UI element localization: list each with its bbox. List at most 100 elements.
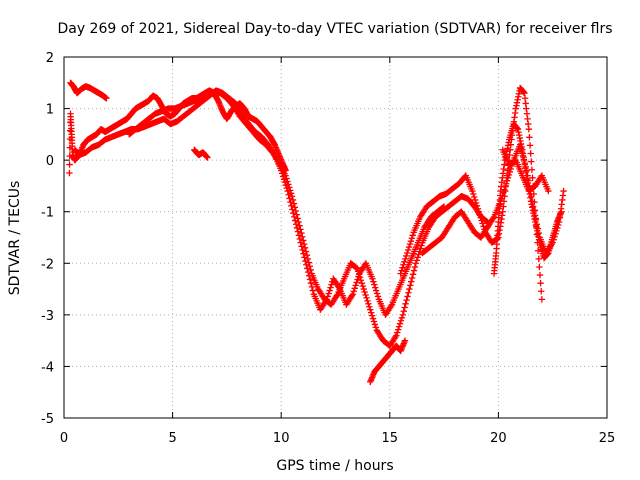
data-point	[293, 211, 300, 218]
data-point	[66, 161, 73, 168]
data-point	[362, 291, 369, 299]
data-point	[354, 268, 362, 275]
x-tick-label: 25	[599, 431, 616, 446]
data-point	[470, 190, 477, 198]
data-point	[525, 126, 533, 133]
data-point	[504, 174, 512, 182]
data-point	[352, 282, 359, 289]
y-tick-label: 1	[46, 103, 54, 118]
data-point	[404, 246, 412, 254]
data-point	[404, 293, 411, 300]
y-tick-label: -2	[41, 257, 54, 272]
data-point	[474, 205, 482, 212]
data-point	[405, 243, 413, 251]
series-track-5	[191, 146, 211, 161]
data-point	[284, 178, 291, 185]
data-point	[397, 317, 405, 324]
series-track-10	[499, 146, 552, 195]
data-point	[469, 187, 476, 195]
data-point	[405, 289, 412, 296]
plot-frame	[63, 56, 608, 419]
y-tick-label: 0	[46, 154, 54, 169]
data-point	[410, 267, 418, 274]
data-point	[489, 215, 497, 222]
data-point	[298, 229, 305, 237]
data-point	[395, 323, 403, 330]
data-point	[402, 255, 409, 263]
data-point	[528, 166, 536, 173]
data-point	[500, 189, 507, 196]
data-point	[282, 172, 289, 179]
series-track-6	[367, 337, 409, 386]
data-point	[505, 171, 513, 179]
data-point	[372, 324, 380, 331]
data-point	[414, 254, 421, 261]
data-point	[529, 174, 536, 182]
data-point	[367, 309, 375, 316]
x-axis-label: GPS time / hours	[276, 458, 393, 474]
y-axis-label: SDTVAR / TECUs	[7, 181, 23, 296]
data-point	[392, 333, 399, 341]
data-point	[479, 220, 486, 227]
data-point	[299, 233, 306, 240]
data-point	[328, 281, 335, 288]
data-point	[333, 292, 340, 299]
y-tick-label: -1	[41, 206, 54, 221]
data-point	[363, 294, 370, 302]
data-point	[364, 297, 371, 305]
data-point	[372, 284, 379, 291]
data-point	[297, 226, 304, 233]
data-point	[287, 190, 295, 197]
data-point	[402, 300, 409, 308]
data-point	[66, 169, 73, 177]
y-tick-label: 2	[46, 51, 54, 66]
data-point	[371, 281, 378, 288]
data-point	[537, 279, 544, 287]
data-point	[503, 177, 511, 184]
data-point	[401, 337, 409, 344]
data-point	[475, 208, 483, 215]
data-point	[403, 252, 410, 260]
data-point	[407, 237, 415, 245]
data-point	[295, 218, 302, 226]
data-point	[326, 287, 333, 294]
axis-ticks	[63, 56, 608, 419]
data-point	[415, 251, 422, 258]
data-point	[370, 318, 378, 325]
data-point	[558, 208, 565, 215]
data-point	[403, 296, 410, 304]
data-point	[286, 184, 293, 191]
data-point	[357, 277, 365, 284]
data-point	[283, 175, 290, 182]
data-point	[368, 312, 376, 319]
data-point	[286, 187, 294, 194]
data-point	[400, 307, 407, 315]
y-tick-label: -4	[41, 360, 54, 375]
data-point	[394, 329, 401, 336]
data-point	[535, 255, 542, 263]
data-point	[471, 196, 479, 204]
data-point	[536, 263, 543, 271]
data-point	[406, 240, 414, 248]
data-point	[366, 303, 373, 310]
data-point	[401, 304, 408, 311]
data-point	[301, 244, 309, 252]
chart-title: Day 269 of 2021, Sidereal Day-to-day VTE…	[57, 21, 612, 37]
data-point	[536, 271, 544, 279]
data-point	[307, 279, 315, 287]
data-point	[393, 332, 400, 339]
data-point	[526, 134, 533, 141]
data-point	[372, 287, 380, 294]
data-point	[473, 202, 481, 210]
data-point	[294, 215, 301, 222]
data-point	[289, 196, 297, 204]
data-point	[408, 278, 415, 285]
data-point	[369, 315, 377, 322]
data-point	[403, 249, 411, 257]
data-point	[296, 222, 303, 229]
y-tick-label: -5	[41, 412, 54, 427]
data-point	[409, 232, 416, 239]
data-point	[407, 282, 414, 289]
data-marks	[66, 79, 567, 386]
